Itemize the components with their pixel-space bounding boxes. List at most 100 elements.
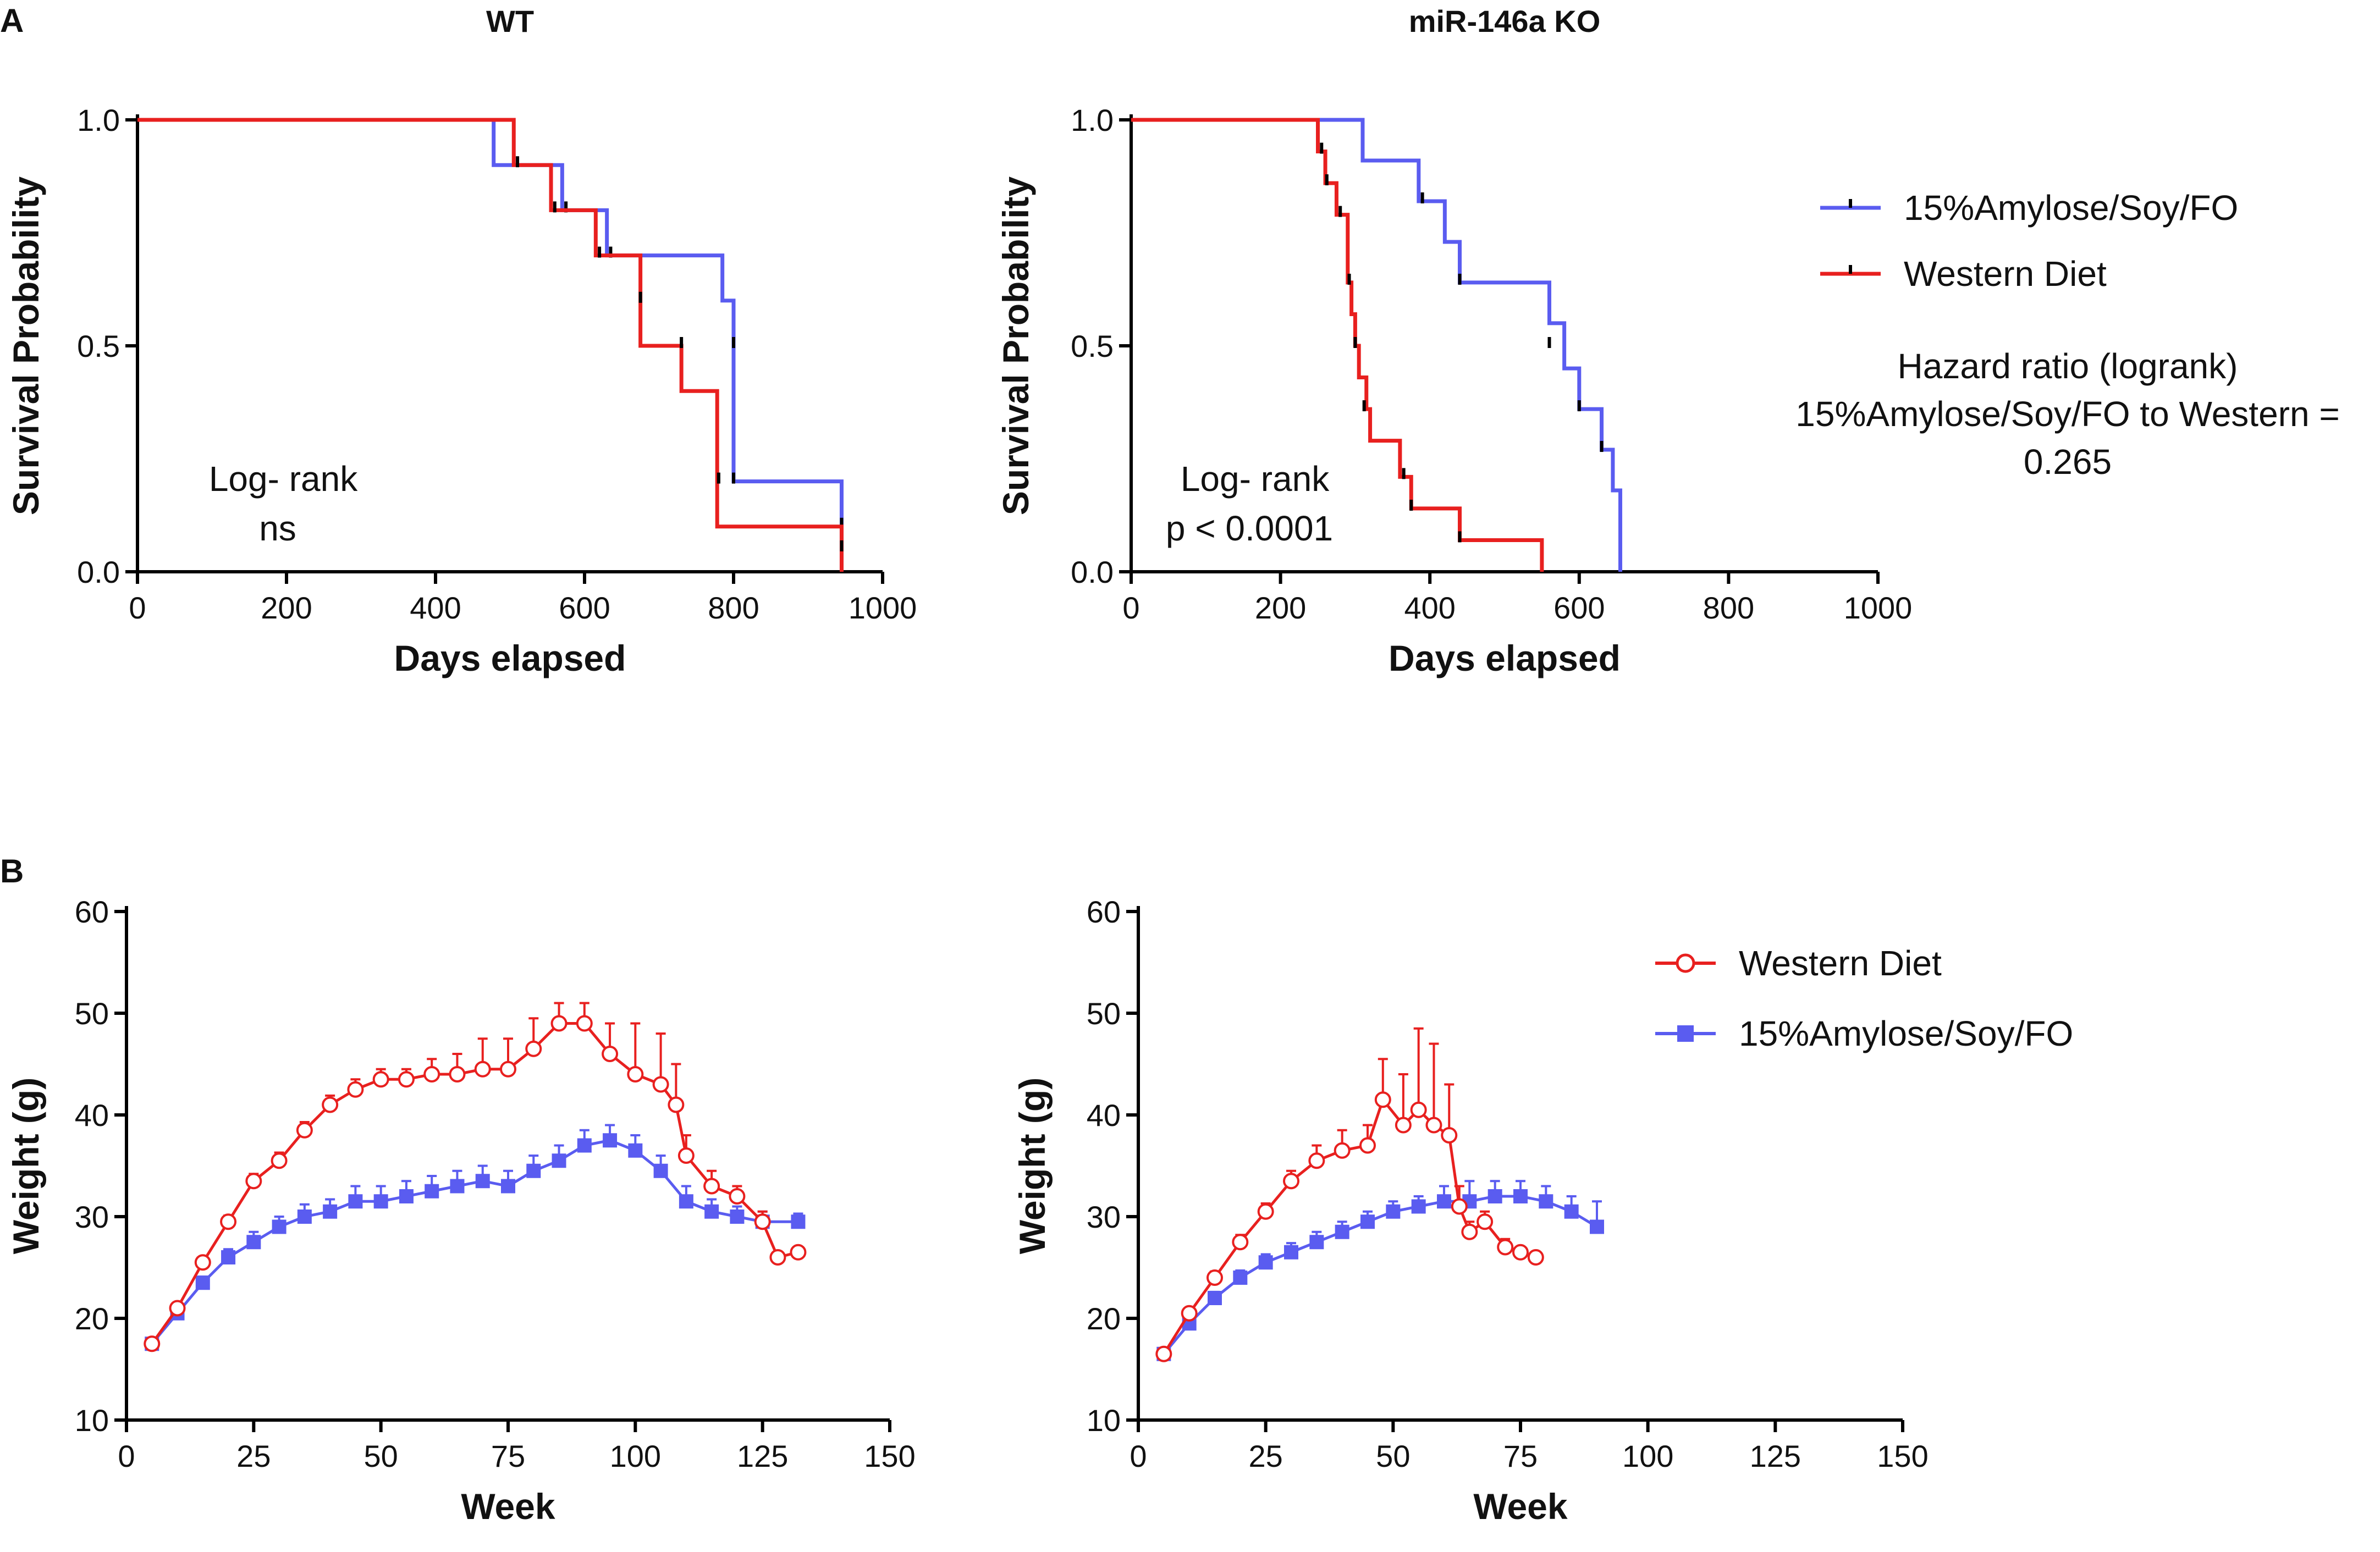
chart-title: WT: [486, 4, 534, 38]
x-tick-label: 150: [1877, 1439, 1928, 1473]
data-point-western: [474, 1061, 491, 1078]
data-point-amylose: [1360, 1214, 1375, 1229]
data-point-western: [1527, 1249, 1544, 1266]
data-point-western: [1512, 1244, 1529, 1261]
data-point-amylose: [1590, 1219, 1604, 1234]
y-tick-label: 0.0: [77, 555, 120, 589]
data-point-western: [1451, 1198, 1468, 1215]
data-point-amylose: [1208, 1291, 1222, 1305]
x-tick-label: 0: [1122, 590, 1139, 625]
survival-curve-western: [137, 118, 844, 572]
data-point-amylose: [399, 1189, 414, 1203]
data-point-western: [398, 1071, 415, 1088]
hazard-ratio-line-2: 15%Amylose/Soy/FO to Western =: [1795, 394, 2339, 434]
legend-a-item-amylose: 15%Amylose/Soy/FO: [1904, 188, 2238, 228]
data-point-western: [1359, 1137, 1376, 1154]
x-tick-label: 200: [1255, 590, 1306, 625]
data-point-amylose: [603, 1133, 618, 1148]
legend-a-item-western: Western Diet: [1904, 254, 2107, 294]
y-axis-title: Weight (g): [1012, 1078, 1053, 1254]
y-axis-title: Survival Probability: [995, 176, 1036, 515]
x-tick-label: 0: [118, 1439, 135, 1473]
survival-curve-amylose: [137, 118, 844, 572]
data-point-western: [1283, 1173, 1299, 1190]
data-point-amylose: [1513, 1189, 1528, 1203]
legend-b-blue-marker-icon: [1677, 1025, 1694, 1042]
data-point-western: [322, 1096, 339, 1113]
legend-b-red-marker-icon: [1676, 953, 1695, 973]
data-point-amylose: [373, 1194, 388, 1209]
data-point-amylose: [1411, 1199, 1426, 1214]
x-tick-label: 50: [364, 1439, 398, 1473]
x-tick-label: 25: [1249, 1439, 1283, 1473]
panel-label-a: A: [0, 2, 24, 39]
data-point-western: [627, 1066, 644, 1082]
x-tick-label: 0: [129, 590, 146, 625]
logrank-annotation: Log- rank: [1181, 459, 1330, 499]
data-point-amylose: [1284, 1245, 1298, 1260]
data-point-western: [271, 1152, 288, 1169]
data-point-amylose: [730, 1209, 745, 1224]
y-axis-title: Weight (g): [5, 1078, 46, 1254]
x-tick-label: 600: [559, 590, 610, 625]
y-tick-label: 1.0: [77, 103, 120, 137]
x-axis-title: Week: [1473, 1486, 1568, 1527]
chart-title: miR-146a KO: [1409, 4, 1601, 38]
logrank-annotation: Log- rank: [209, 459, 358, 499]
data-point-western: [703, 1178, 720, 1195]
legend-b: Western Diet 15%Amylose/Soy/FO: [1655, 943, 2073, 1053]
data-point-western: [169, 1300, 186, 1317]
data-point-western: [1232, 1234, 1249, 1251]
y-tick-label: 40: [1087, 1098, 1121, 1133]
data-point-western: [347, 1081, 364, 1098]
data-point-amylose: [1386, 1204, 1401, 1219]
chart-survival-ko: miR-146a KO 0 200 400 600 800 1000 0.0 0.5 1.0 Day…: [995, 4, 1912, 678]
weight-line-western: [151, 1022, 799, 1345]
data-point-amylose: [1437, 1194, 1451, 1209]
data-point-amylose: [297, 1209, 312, 1224]
data-point-western: [220, 1213, 237, 1230]
x-tick-label: 1000: [1844, 590, 1913, 625]
data-point-western: [1374, 1091, 1391, 1108]
data-point-amylose: [791, 1214, 806, 1229]
x-tick-label: 600: [1553, 590, 1605, 625]
survival-curve-amylose: [1131, 118, 1622, 572]
x-tick-label: 0: [1130, 1439, 1147, 1473]
data-point-amylose: [1233, 1271, 1248, 1285]
x-tick-label: 75: [491, 1439, 525, 1473]
data-point-amylose: [552, 1153, 566, 1168]
x-axis-title: Week: [461, 1486, 555, 1527]
y-tick-label: 60: [75, 894, 109, 929]
data-point-western: [1477, 1213, 1494, 1230]
legend-b-item-western: Western Diet: [1739, 943, 1942, 983]
data-point-amylose: [450, 1179, 465, 1194]
data-point-western: [1395, 1117, 1412, 1134]
x-axis-title: Days elapsed: [394, 638, 626, 678]
data-point-western: [1461, 1223, 1478, 1240]
x-tick-label: 75: [1503, 1439, 1538, 1473]
x-tick-label: 125: [737, 1439, 788, 1473]
data-point-amylose: [1488, 1189, 1502, 1203]
data-point-western: [576, 1015, 593, 1032]
data-point-amylose: [1335, 1224, 1349, 1239]
data-point-amylose: [475, 1174, 490, 1189]
data-point-western: [144, 1335, 161, 1352]
y-tick-label: 1.0: [1071, 103, 1114, 137]
data-point-western: [550, 1015, 568, 1032]
data-point-western: [1257, 1203, 1274, 1220]
data-point-western: [1206, 1269, 1223, 1286]
data-point-amylose: [501, 1179, 515, 1194]
data-point-western: [1425, 1117, 1442, 1134]
y-axis-title: Survival Probability: [5, 176, 46, 515]
data-point-western: [754, 1213, 771, 1230]
data-point-amylose: [195, 1275, 210, 1290]
y-tick-label: 0.0: [1071, 555, 1114, 589]
y-tick-label: 30: [75, 1200, 109, 1234]
weight-line-amylose: [1163, 1195, 1598, 1355]
data-point-amylose: [348, 1194, 363, 1209]
data-point-amylose: [679, 1194, 693, 1209]
x-tick-label: 200: [261, 590, 312, 625]
x-tick-label: 100: [610, 1439, 661, 1473]
data-point-western: [677, 1147, 695, 1164]
